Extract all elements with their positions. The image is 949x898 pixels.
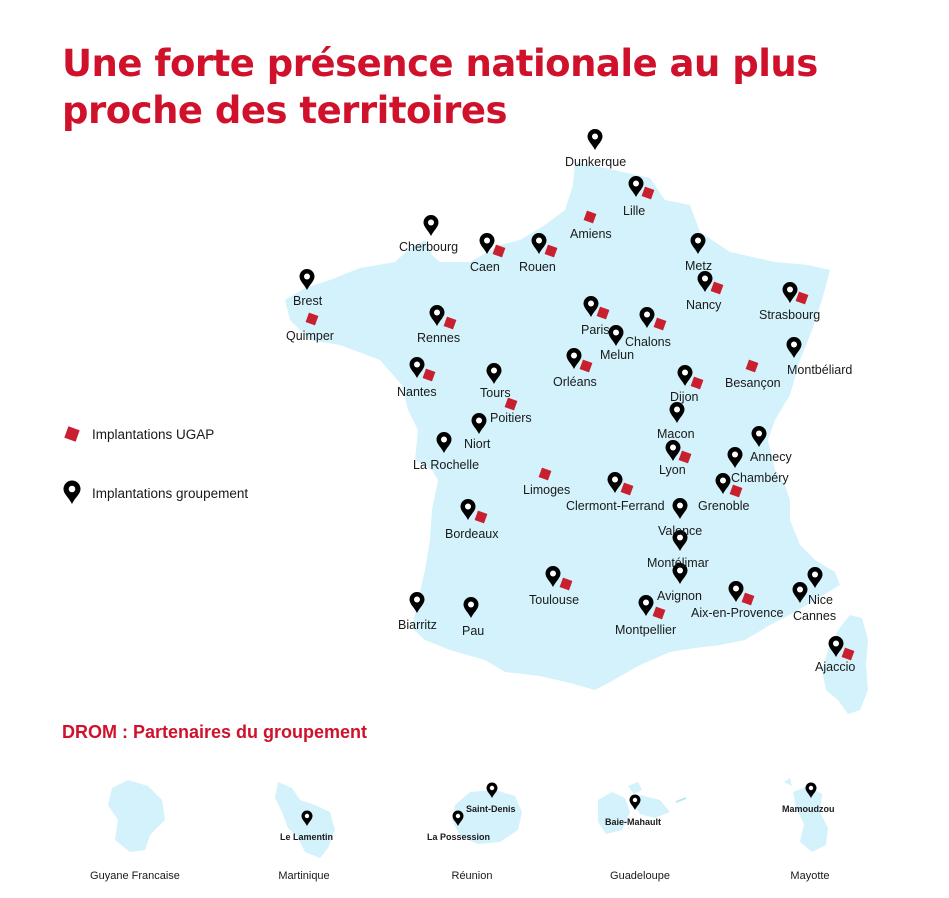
city-label-valence: Valence <box>658 524 702 538</box>
city-label-metz: Metz <box>685 259 712 273</box>
partner-label-le-lamentin: Le Lamentin <box>280 832 333 842</box>
city-label-cherbourg: Cherbourg <box>399 240 458 254</box>
city-label-nantes: Nantes <box>397 385 437 399</box>
partner-label-baie-mahault: Baie-Mahault <box>605 817 661 827</box>
cherbourg-pin-icon <box>423 215 439 236</box>
city-label-avignon: Avignon <box>657 589 702 603</box>
city-label-clermont: Clermont-Ferrand <box>566 499 665 513</box>
island-name-reunion: Réunion <box>451 870 493 882</box>
city-label-toulouse: Toulouse <box>529 593 579 607</box>
map-pin-icon <box>63 480 81 504</box>
city-label-annecy: Annecy <box>750 450 792 464</box>
city-label-poitiers: Poitiers <box>490 411 532 425</box>
city-label-dijon: Dijon <box>670 390 699 404</box>
island-name-martinique: Martinique <box>278 870 330 882</box>
legend-ugap-label: Implantations UGAP <box>92 426 215 442</box>
partner-label-la-possession: La Possession <box>427 832 490 842</box>
city-label-cannes: Cannes <box>793 609 836 623</box>
city-label-montelimar: Montélimar <box>647 556 709 570</box>
mainland-shape <box>285 162 840 690</box>
city-label-ajaccio: Ajaccio <box>815 660 855 674</box>
page-title: Une forte présence nationale au plus pro… <box>62 40 822 134</box>
city-label-biarritz: Biarritz <box>398 618 437 632</box>
city-label-nice: Nice <box>808 593 833 607</box>
city-label-amiens: Amiens <box>570 227 612 241</box>
city-label-chalons: Chalons <box>625 335 671 349</box>
drom-title: DROM : Partenaires du groupement <box>62 722 368 742</box>
city-label-nancy: Nancy <box>686 298 722 312</box>
dunkerque-pin-icon <box>587 129 603 150</box>
city-label-aix: Aix-en-Provence <box>691 606 783 620</box>
city-label-lyon: Lyon <box>659 463 686 477</box>
mayotte-shape <box>784 778 828 852</box>
guadeloupe-shape <box>598 782 670 834</box>
city-label-caen: Caen <box>470 260 500 274</box>
city-label-pau: Pau <box>462 624 484 638</box>
city-label-brest: Brest <box>293 294 323 308</box>
city-label-macon: Macon <box>657 427 695 441</box>
city-label-tours: Tours <box>480 386 511 400</box>
city-label-lille: Lille <box>623 204 645 218</box>
city-label-orleans: Orléans <box>553 375 597 389</box>
legend-ugap: Implantations UGAP <box>62 424 214 444</box>
city-label-quimper: Quimper <box>286 329 334 343</box>
city-label-rouen: Rouen <box>519 260 556 274</box>
island-name-mayotte: Mayotte <box>790 870 830 882</box>
legend-group: Implantations groupement <box>62 480 248 506</box>
city-label-rennes: Rennes <box>417 331 460 345</box>
city-label-dunkerque: Dunkerque <box>565 155 626 169</box>
title-line-1: Une forte présence nationale au plus <box>62 42 818 85</box>
city-label-paris: Paris <box>581 323 609 337</box>
reunion-shape <box>452 790 522 844</box>
guadeloupe-islet-shape <box>675 797 687 803</box>
title-line-2: proche des territoires <box>62 89 508 132</box>
island-name-guadeloupe: Guadeloupe <box>610 870 670 882</box>
island-name-guyane: Guyane Francaise <box>90 870 180 882</box>
city-label-montpellier: Montpellier <box>615 623 676 637</box>
city-label-strasbourg: Strasbourg <box>759 308 820 322</box>
partner-label-mamoudzou: Mamoudzou <box>782 804 835 814</box>
city-label-limoges: Limoges <box>523 483 570 497</box>
guyane-shape <box>108 780 165 852</box>
city-label-bordeaux: Bordeaux <box>445 527 499 541</box>
city-label-melun: Melun <box>600 348 634 362</box>
city-label-niort: Niort <box>464 437 491 451</box>
partner-label-saint-denis: Saint-Denis <box>466 804 516 814</box>
city-label-la-rochelle: La Rochelle <box>413 458 479 472</box>
city-label-montbeliard: Montbéliard <box>787 363 852 377</box>
red-square-icon <box>64 426 80 442</box>
city-label-besancon: Besançon <box>725 376 781 390</box>
legend-group-label: Implantations groupement <box>92 485 249 501</box>
city-label-chambery: Chambéry <box>731 471 789 485</box>
city-label-grenoble: Grenoble <box>698 499 749 513</box>
